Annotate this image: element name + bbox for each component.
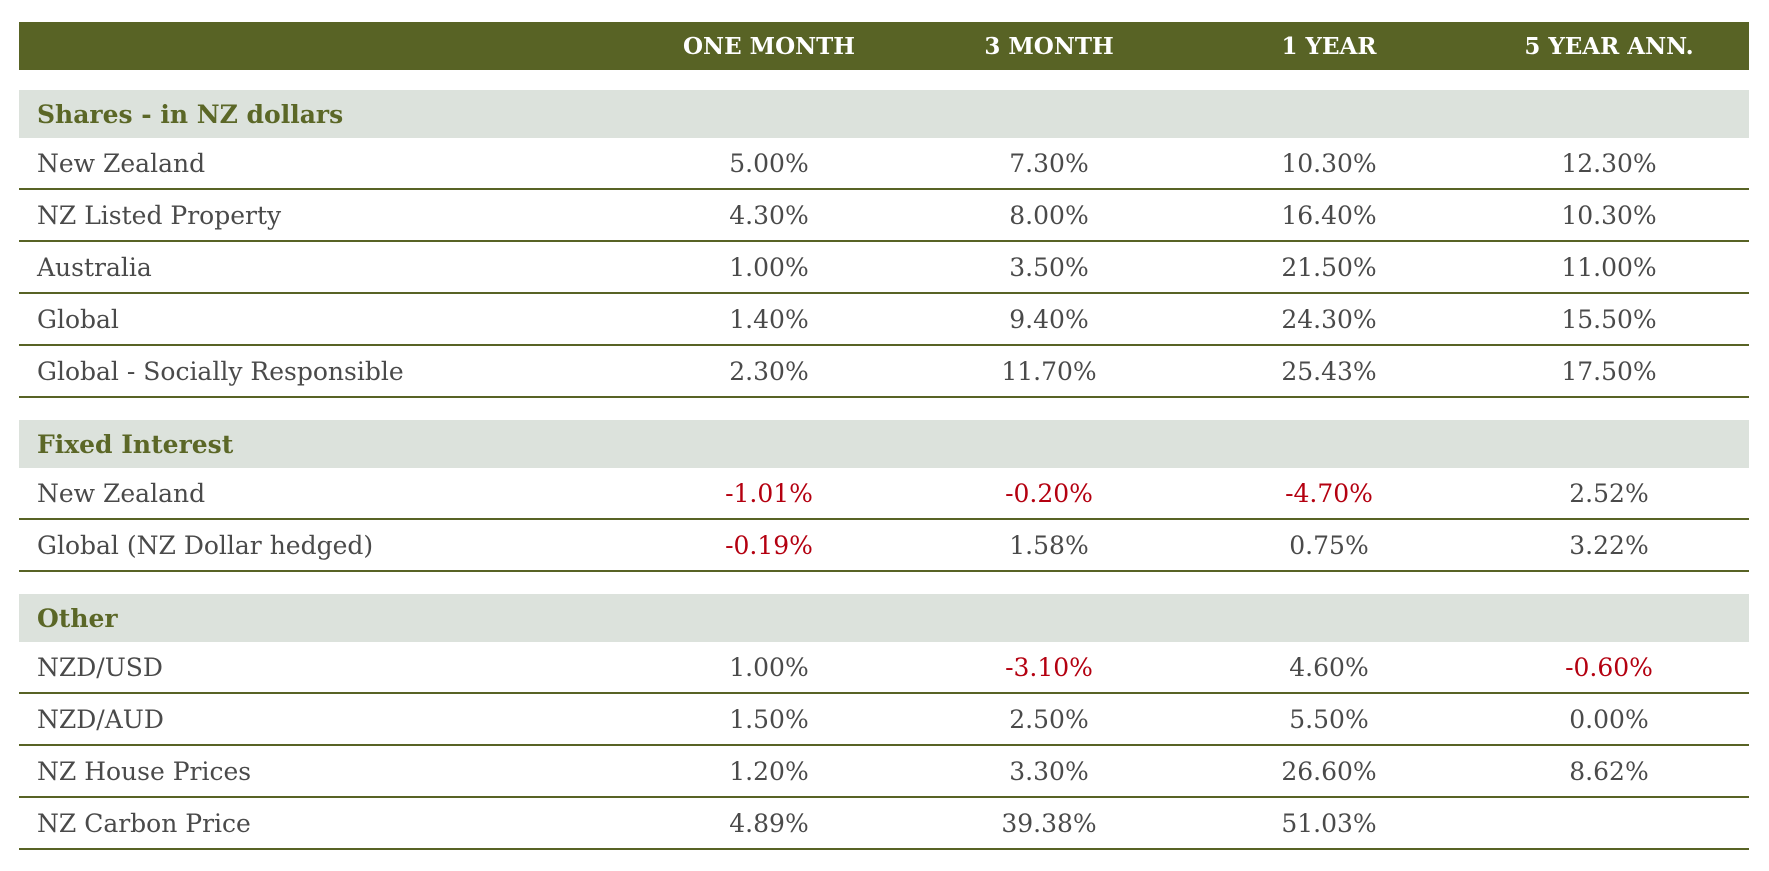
table-row: NZD/USD 1.00% -3.10% 4.60% -0.60% [19,642,1749,694]
table-row: New Zealand -1.01% -0.20% -4.70% 2.52% [19,468,1749,520]
value-5-year-ann: 11.00% [1561,252,1657,282]
value-one-month: -0.19% [725,530,813,560]
header-5-year-ann: 5 YEAR ANN. [1524,32,1694,60]
value-1-year: 0.75% [1289,530,1369,560]
section-spacer [19,572,1749,594]
value-5-year-ann: 12.30% [1561,148,1657,178]
value-1-year: 51.03% [1281,808,1377,838]
value-5-year-ann: 15.50% [1561,304,1657,334]
header-one-month: ONE MONTH [683,32,855,60]
row-label: NZ House Prices [37,756,252,786]
row-label: NZD/USD [37,652,163,682]
table-header: ONE MONTH 3 MONTH 1 YEAR 5 YEAR ANN. [19,22,1749,70]
section-header: Fixed Interest [19,420,1749,468]
value-1-year: 4.60% [1289,652,1369,682]
value-one-month: 1.20% [729,756,809,786]
returns-table: ONE MONTH 3 MONTH 1 YEAR 5 YEAR ANN. Sha… [19,22,1749,850]
section-title: Shares - in NZ dollars [37,99,344,129]
value-one-month: 1.40% [729,304,809,334]
value-1-year: 26.60% [1281,756,1377,786]
row-label: New Zealand [37,148,206,178]
section-header: Other [19,594,1749,642]
value-1-year: 21.50% [1281,252,1377,282]
value-3-month: 3.50% [1009,252,1089,282]
value-1-year: 16.40% [1281,200,1377,230]
header-1-year: 1 YEAR [1281,32,1377,60]
row-label: Australia [37,252,152,282]
value-3-month: -3.10% [1005,652,1093,682]
header-3-month: 3 MONTH [984,32,1114,60]
value-one-month: 4.89% [729,808,809,838]
row-label: New Zealand [37,478,206,508]
value-one-month: 1.00% [729,652,809,682]
table-row: Global - Socially Responsible 2.30% 11.70%… [19,346,1749,398]
value-5-year-ann: 3.22% [1569,530,1649,560]
table-row: NZ Carbon Price 4.89% 39.38% 51.03% [19,798,1749,850]
value-one-month: 1.00% [729,252,809,282]
section-header: Shares - in NZ dollars [19,90,1749,138]
value-5-year-ann: 10.30% [1561,200,1657,230]
value-5-year-ann: -0.60% [1565,652,1653,682]
value-3-month: 39.38% [1001,808,1097,838]
value-one-month: 4.30% [729,200,809,230]
value-3-month: 3.30% [1009,756,1089,786]
value-5-year-ann: 0.00% [1569,704,1649,734]
value-3-month: 11.70% [1001,356,1097,386]
value-1-year: 25.43% [1281,356,1377,386]
table-row: NZ House Prices 1.20% 3.30% 26.60% 8.62% [19,746,1749,798]
row-label: NZD/AUD [37,704,164,734]
value-one-month: 5.00% [729,148,809,178]
table-row: NZ Listed Property 4.30% 8.00% 16.40% 10.30% [19,190,1749,242]
row-label: Global (NZ Dollar hedged) [37,530,374,560]
value-one-month: 2.30% [729,356,809,386]
table-row: NZD/AUD 1.50% 2.50% 5.50% 0.00% [19,694,1749,746]
value-1-year: 10.30% [1281,148,1377,178]
value-5-year-ann: 2.52% [1569,478,1649,508]
section-title: Fixed Interest [37,429,234,459]
value-3-month: 8.00% [1009,200,1089,230]
value-3-month: 2.50% [1009,704,1089,734]
row-label: Global - Socially Responsible [37,356,404,386]
table-row: Australia 1.00% 3.50% 21.50% 11.00% [19,242,1749,294]
table-row: Global (NZ Dollar hedged) -0.19% 1.58% 0.75… [19,520,1749,572]
row-label: NZ Carbon Price [37,808,251,838]
value-3-month: 7.30% [1009,148,1089,178]
value-1-year: -4.70% [1285,478,1373,508]
table-row: New Zealand 5.00% 7.30% 10.30% 12.30% [19,138,1749,190]
value-5-year-ann: 17.50% [1561,356,1657,386]
value-3-month: 9.40% [1009,304,1089,334]
value-3-month: -0.20% [1005,478,1093,508]
table-row: Global 1.40% 9.40% 24.30% 15.50% [19,294,1749,346]
value-3-month: 1.58% [1009,530,1089,560]
value-one-month: 1.50% [729,704,809,734]
value-one-month: -1.01% [725,478,813,508]
table-body: Shares - in NZ dollars New Zealand 5.00% 7.… [19,90,1749,850]
section-title: Other [37,603,118,633]
row-label: NZ Listed Property [37,200,282,230]
value-5-year-ann: 8.62% [1569,756,1649,786]
section-spacer [19,398,1749,420]
row-label: Global [37,304,119,334]
value-1-year: 24.30% [1281,304,1377,334]
value-1-year: 5.50% [1289,704,1369,734]
